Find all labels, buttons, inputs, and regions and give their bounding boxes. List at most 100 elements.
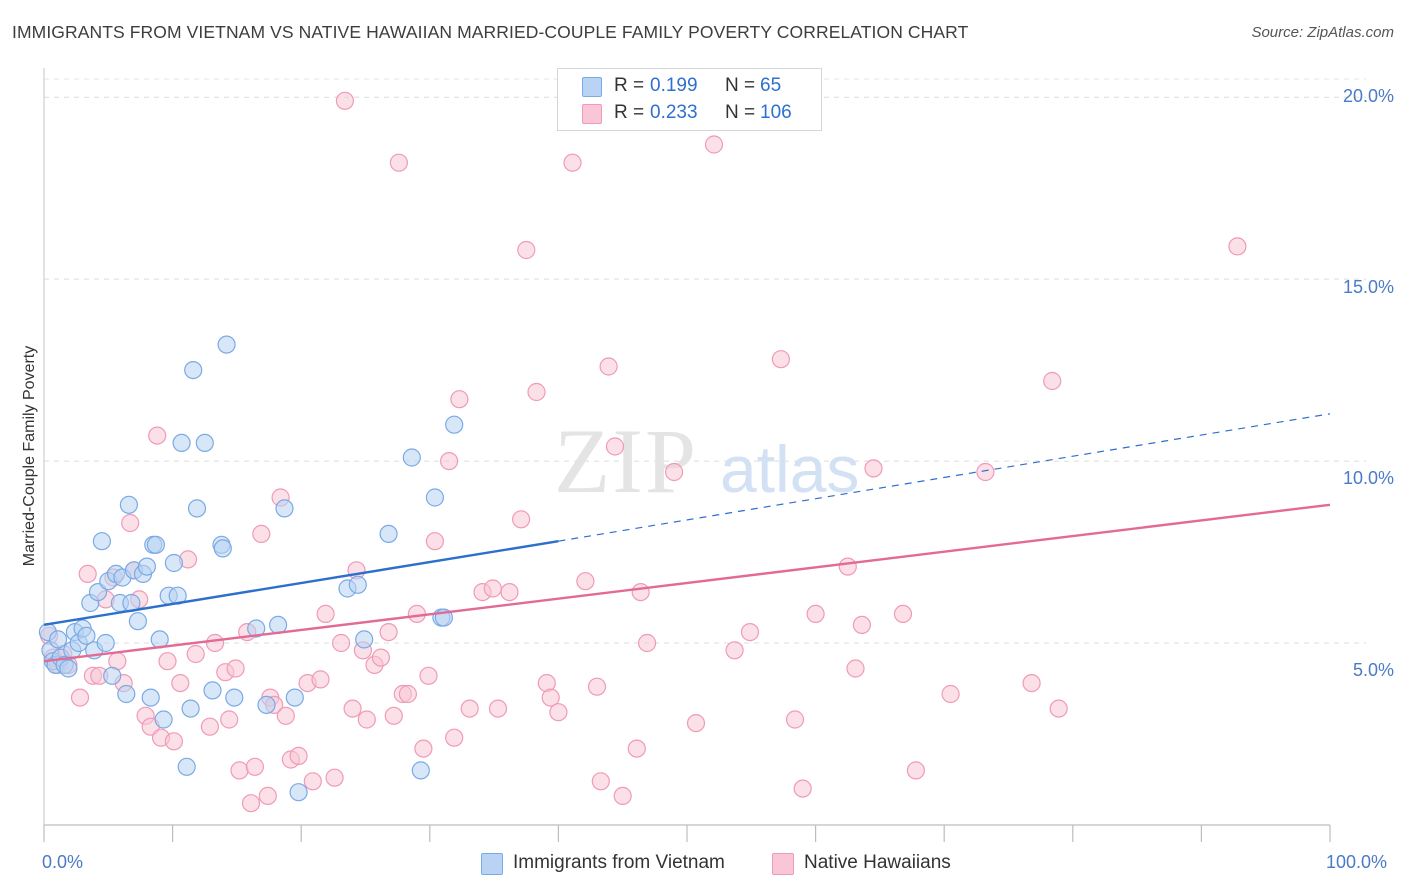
legend-n-value: 106 bbox=[760, 102, 792, 123]
legend-r-label: R = bbox=[614, 102, 645, 123]
y-axis-label: Married-Couple Family Poverty bbox=[21, 345, 38, 567]
data-point bbox=[605, 437, 625, 456]
data-point bbox=[846, 659, 865, 678]
x-tick-label-max: 100.0% bbox=[1326, 852, 1388, 872]
series-legend: Immigrants from Vietnam Native Hawaiians bbox=[0, 852, 1406, 878]
data-point bbox=[806, 604, 825, 624]
data-point bbox=[103, 666, 122, 685]
data-point bbox=[398, 684, 417, 704]
data-point bbox=[171, 673, 190, 693]
correlation-legend: R = 0.199 N = 65 R = 0.233 N = 106 bbox=[557, 68, 822, 131]
data-point bbox=[500, 582, 519, 602]
data-point bbox=[631, 582, 650, 602]
data-point bbox=[186, 644, 205, 664]
data-point bbox=[1022, 673, 1041, 693]
data-point bbox=[121, 513, 140, 533]
source-label: Source: ZipAtlas.com bbox=[1251, 24, 1394, 41]
legend-label: Immigrants from Vietnam bbox=[513, 852, 725, 873]
data-point bbox=[289, 783, 308, 802]
data-point bbox=[48, 630, 68, 649]
data-point bbox=[725, 641, 744, 660]
data-point bbox=[379, 524, 398, 544]
y-tick-label: 15.0% bbox=[1342, 277, 1394, 297]
data-point bbox=[440, 452, 459, 471]
data-point bbox=[348, 575, 367, 594]
data-point bbox=[119, 495, 138, 514]
data-point bbox=[425, 488, 444, 507]
y-tick-label: 10.0% bbox=[1342, 468, 1394, 488]
data-point bbox=[483, 579, 502, 598]
data-point bbox=[117, 684, 136, 704]
axes bbox=[43, 68, 1331, 842]
y-tick-label: 5.0% bbox=[1352, 660, 1394, 680]
data-point bbox=[252, 524, 271, 544]
data-point bbox=[379, 622, 398, 642]
gridlines bbox=[44, 78, 1366, 644]
data-point bbox=[141, 688, 160, 707]
data-point bbox=[576, 572, 595, 591]
watermark-zip: ZIP bbox=[554, 410, 698, 512]
data-point bbox=[148, 426, 167, 445]
vietnam-points bbox=[38, 335, 464, 802]
data-point bbox=[414, 739, 433, 758]
data-point bbox=[1228, 237, 1247, 256]
legend-swatch-pink bbox=[582, 104, 602, 124]
legend-swatch-pink bbox=[772, 853, 794, 875]
data-point bbox=[402, 448, 421, 467]
data-point bbox=[245, 757, 264, 776]
data-point bbox=[355, 630, 374, 649]
data-point bbox=[587, 677, 607, 696]
data-point bbox=[450, 390, 469, 409]
data-point bbox=[247, 619, 266, 638]
data-point bbox=[838, 557, 857, 576]
data-point bbox=[311, 670, 330, 689]
data-point bbox=[241, 794, 261, 813]
data-point bbox=[146, 535, 165, 554]
data-point bbox=[200, 717, 219, 736]
data-point bbox=[343, 699, 362, 718]
data-point bbox=[285, 688, 304, 707]
x-tick-label-min: 0.0% bbox=[42, 852, 84, 872]
data-point bbox=[184, 361, 203, 380]
data-point bbox=[289, 746, 308, 766]
hawaiians-trend-line bbox=[43, 503, 1331, 663]
data-point bbox=[511, 510, 531, 529]
data-point bbox=[941, 684, 960, 704]
y-tick-label: 20.0% bbox=[1342, 86, 1394, 106]
data-point bbox=[1043, 371, 1062, 391]
data-point bbox=[541, 688, 560, 707]
data-point bbox=[785, 710, 805, 729]
data-point bbox=[316, 604, 335, 624]
native-hawaiians-points bbox=[39, 91, 1247, 813]
legend-r-value: 0.199 bbox=[650, 75, 698, 96]
data-point bbox=[172, 433, 191, 452]
data-point bbox=[613, 786, 632, 806]
watermark-atlas: atlas bbox=[720, 432, 859, 506]
data-point bbox=[213, 539, 232, 558]
data-point bbox=[137, 557, 156, 576]
data-point bbox=[70, 688, 90, 707]
data-point bbox=[158, 652, 177, 671]
data-point bbox=[325, 768, 344, 787]
data-point bbox=[389, 153, 408, 172]
legend-label: Native Hawaiians bbox=[804, 852, 951, 873]
watermark: ZIP atlas bbox=[554, 410, 859, 512]
data-point bbox=[92, 532, 112, 551]
data-point bbox=[740, 622, 760, 642]
legend-n-label: N = bbox=[725, 75, 756, 96]
data-point bbox=[59, 659, 78, 678]
data-point bbox=[177, 757, 196, 776]
data-point bbox=[220, 710, 239, 729]
legend-n-value: 65 bbox=[760, 75, 782, 96]
data-point bbox=[407, 604, 426, 624]
data-point bbox=[257, 695, 276, 715]
data-point bbox=[276, 706, 295, 725]
data-point bbox=[164, 732, 183, 751]
data-point bbox=[419, 666, 438, 685]
data-point bbox=[445, 415, 464, 434]
data-point bbox=[445, 728, 464, 747]
legend-swatch-blue bbox=[481, 853, 503, 875]
data-point bbox=[205, 633, 225, 653]
data-point bbox=[793, 779, 812, 798]
data-point bbox=[187, 499, 207, 518]
